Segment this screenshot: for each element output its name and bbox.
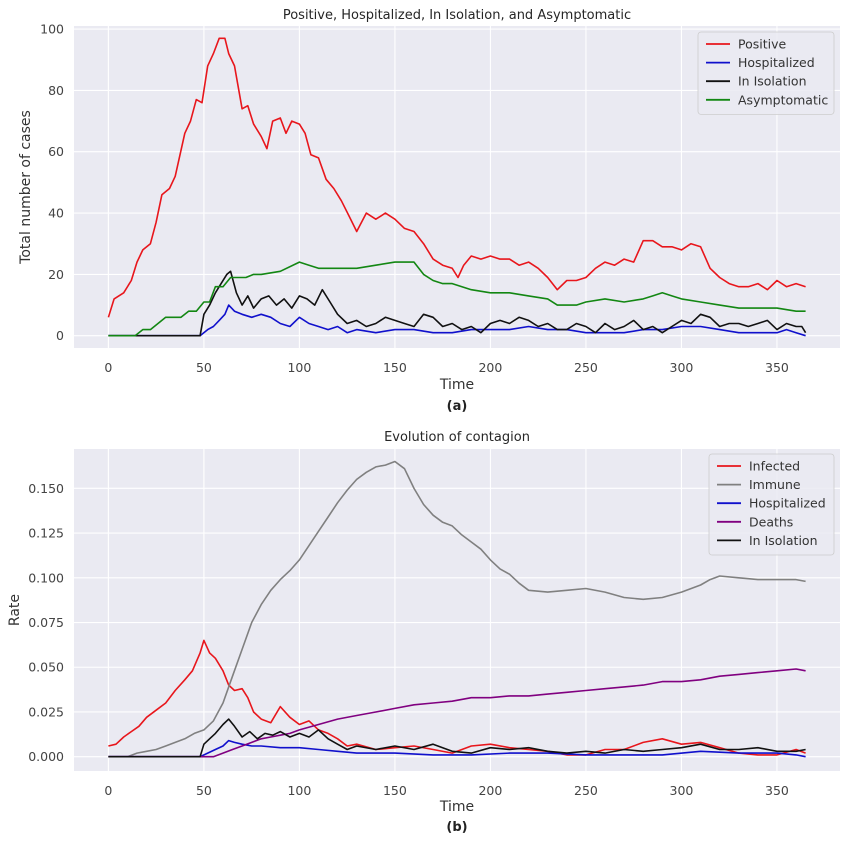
series-line-hospitalized — [108, 739, 806, 758]
legend-label: Positive — [738, 37, 786, 52]
y-tick-label: 60 — [48, 144, 64, 159]
y-tick-label: 20 — [48, 267, 64, 282]
y-axis-label: Total number of cases — [18, 110, 34, 265]
y-tick-label: 0.150 — [28, 481, 64, 496]
series-line-asymptomatic — [108, 261, 806, 337]
y-tick-label: 0.125 — [28, 526, 64, 541]
y-axis-label: Rate — [7, 594, 23, 626]
series-line-immune — [108, 460, 806, 758]
y-tick-label: 0.025 — [28, 704, 64, 719]
y-tick-label: 80 — [48, 83, 64, 98]
x-tick-label: 50 — [196, 360, 212, 375]
x-tick-label: 100 — [287, 360, 311, 375]
chart-title: Positive, Hospitalized, In Isolation, an… — [283, 8, 631, 23]
y-tick-label: 0 — [56, 328, 64, 343]
legend-label: Hospitalized — [749, 496, 826, 511]
y-tick-label: 40 — [48, 206, 64, 221]
legend-label: Immune — [749, 477, 801, 492]
x-tick-label: 250 — [574, 783, 598, 798]
series-line-positive — [107, 37, 806, 318]
chart-title: Evolution of contagion — [384, 430, 530, 445]
legend-label: Infected — [749, 459, 800, 474]
y-tick-label: 0.050 — [28, 660, 64, 675]
legend-box — [708, 453, 835, 556]
x-tick-label: 100 — [287, 783, 311, 798]
x-tick-label: 200 — [478, 360, 502, 375]
series-line-hospitalized — [108, 304, 806, 337]
legend-label: Asymptomatic — [738, 92, 828, 107]
panel-caption: (a) — [447, 399, 468, 414]
y-tick-label: 0.000 — [28, 749, 64, 764]
legend-label: In Isolation — [749, 533, 818, 548]
legend-label: Hospitalized — [738, 55, 815, 70]
series-line-infected — [108, 639, 806, 756]
x-tick-label: 350 — [765, 360, 789, 375]
panel-a: 0 50 100 150 200 250 300 350 0 20 40 60 80 100 Positiv… — [18, 8, 840, 414]
x-tick-label: 300 — [670, 783, 694, 798]
legend-box — [697, 31, 835, 115]
x-tick-label: 150 — [383, 783, 407, 798]
panel-caption: (b) — [446, 820, 467, 835]
y-tick-label: 0.100 — [28, 570, 64, 585]
x-tick-label: 300 — [670, 360, 694, 375]
legend: Infected Immune Hospitalized Deaths In Isola… — [708, 453, 835, 556]
x-tick-label: 250 — [574, 360, 598, 375]
series-line-in-isolation — [108, 270, 807, 337]
x-tick-label: 0 — [104, 360, 112, 375]
x-tick-label: 0 — [104, 783, 112, 798]
legend-label: In Isolation — [738, 74, 807, 89]
series-line-in-isolation — [108, 718, 806, 758]
x-axis-label: Time — [439, 377, 474, 393]
legend: Positive Hospitalized In Isolation Asymptom… — [697, 31, 835, 115]
x-tick-label: 350 — [765, 783, 789, 798]
legend-label: Deaths — [749, 514, 793, 529]
x-tick-label: 200 — [478, 783, 502, 798]
y-tick-label: 0.075 — [28, 615, 64, 630]
y-tick-label: 100 — [40, 22, 64, 37]
panel-b: 0 50 100 150 200 250 300 350 0.000 0.025 0.050 0.07… — [7, 430, 840, 835]
x-axis-label: Time — [439, 799, 474, 815]
x-tick-label: 150 — [383, 360, 407, 375]
series-line-deaths — [108, 668, 806, 758]
x-tick-label: 50 — [196, 783, 212, 798]
